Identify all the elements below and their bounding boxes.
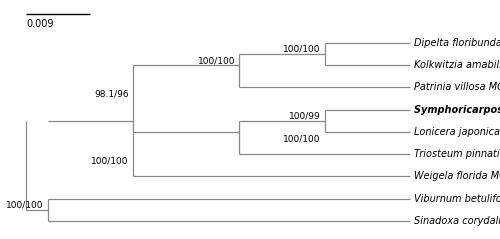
Text: Weigela florida MG738664: Weigela florida MG738664 — [414, 171, 500, 181]
Text: 100/100: 100/100 — [6, 201, 44, 210]
Text: 100/100: 100/100 — [283, 45, 321, 54]
Text: Lonicera japonica MH028738: Lonicera japonica MH028738 — [414, 127, 500, 137]
Text: Dipelta floribunda MG738670: Dipelta floribunda MG738670 — [414, 38, 500, 48]
Text: Triosteum pinnatifidum MG738666: Triosteum pinnatifidum MG738666 — [414, 149, 500, 159]
Text: 0.009: 0.009 — [26, 19, 54, 29]
Text: Viburnum betulifolium MG738665: Viburnum betulifolium MG738665 — [414, 194, 500, 204]
Text: Sinadoxa corydalifolia NC032040: Sinadoxa corydalifolia NC032040 — [414, 216, 500, 226]
Text: 100/100: 100/100 — [198, 56, 235, 65]
Text: 100/100: 100/100 — [91, 156, 128, 165]
Text: Kolkwitzia amabilis KT966716: Kolkwitzia amabilis KT966716 — [414, 60, 500, 70]
Text: 100/99: 100/99 — [288, 112, 320, 121]
Text: 98.1/96: 98.1/96 — [94, 89, 128, 98]
Text: 100/100: 100/100 — [283, 134, 321, 143]
Text: Symphoricarpos orbiculatus MK970589: Symphoricarpos orbiculatus MK970589 — [414, 105, 500, 115]
Text: Patrinia villosa MG517446: Patrinia villosa MG517446 — [414, 82, 500, 92]
